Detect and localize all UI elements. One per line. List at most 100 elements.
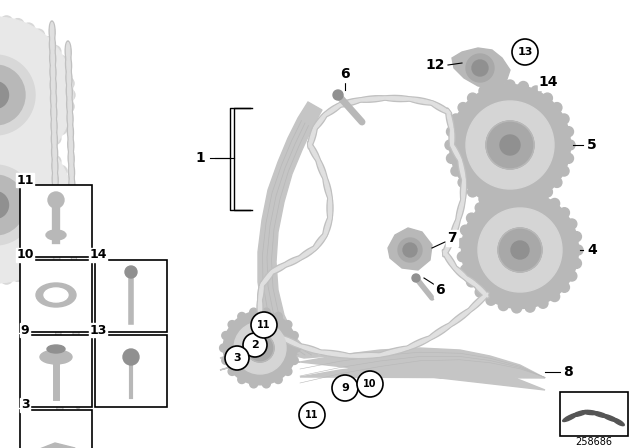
- Ellipse shape: [55, 251, 58, 269]
- Ellipse shape: [54, 276, 60, 298]
- Circle shape: [284, 367, 292, 375]
- Circle shape: [22, 133, 35, 145]
- Ellipse shape: [257, 311, 271, 332]
- Ellipse shape: [283, 257, 302, 266]
- Ellipse shape: [450, 216, 460, 242]
- Ellipse shape: [308, 124, 317, 149]
- Ellipse shape: [52, 155, 58, 177]
- Ellipse shape: [55, 303, 61, 325]
- Circle shape: [0, 55, 35, 135]
- Bar: [20, 410, 92, 448]
- Circle shape: [543, 187, 552, 197]
- Ellipse shape: [259, 313, 269, 330]
- Circle shape: [567, 219, 577, 229]
- Ellipse shape: [270, 263, 287, 273]
- Ellipse shape: [49, 34, 56, 56]
- Circle shape: [223, 311, 297, 385]
- Circle shape: [63, 199, 75, 211]
- Circle shape: [475, 203, 485, 213]
- Ellipse shape: [279, 336, 304, 348]
- Ellipse shape: [321, 102, 344, 118]
- Text: 7: 7: [447, 231, 457, 245]
- Ellipse shape: [53, 223, 60, 244]
- Ellipse shape: [74, 375, 81, 396]
- Circle shape: [228, 321, 236, 328]
- Ellipse shape: [52, 182, 58, 204]
- Circle shape: [292, 344, 300, 352]
- Ellipse shape: [69, 174, 75, 196]
- Ellipse shape: [458, 156, 466, 184]
- Circle shape: [12, 129, 24, 141]
- Ellipse shape: [72, 256, 76, 274]
- Ellipse shape: [356, 96, 389, 102]
- Ellipse shape: [456, 196, 465, 224]
- Text: 12: 12: [425, 58, 445, 72]
- Ellipse shape: [298, 345, 323, 353]
- Circle shape: [33, 259, 45, 271]
- Circle shape: [531, 86, 541, 96]
- Ellipse shape: [54, 250, 60, 271]
- Circle shape: [573, 245, 583, 255]
- Bar: [20, 335, 92, 407]
- Circle shape: [559, 208, 570, 218]
- Ellipse shape: [474, 283, 488, 297]
- Circle shape: [518, 82, 529, 91]
- Ellipse shape: [406, 97, 436, 105]
- Ellipse shape: [54, 211, 58, 229]
- Circle shape: [49, 46, 61, 57]
- Ellipse shape: [51, 63, 54, 81]
- Text: 9: 9: [20, 323, 29, 336]
- Circle shape: [42, 146, 53, 159]
- Ellipse shape: [336, 98, 364, 107]
- Circle shape: [274, 312, 282, 320]
- Ellipse shape: [67, 95, 73, 116]
- Ellipse shape: [563, 414, 577, 422]
- Ellipse shape: [74, 296, 77, 314]
- Circle shape: [49, 133, 61, 145]
- Circle shape: [55, 165, 67, 177]
- Circle shape: [123, 349, 139, 365]
- Circle shape: [492, 198, 502, 208]
- Circle shape: [55, 123, 67, 134]
- Ellipse shape: [52, 196, 59, 217]
- Circle shape: [0, 15, 1, 27]
- Ellipse shape: [338, 99, 362, 106]
- Text: 10: 10: [16, 249, 34, 262]
- Circle shape: [33, 139, 45, 151]
- Circle shape: [333, 90, 343, 100]
- Circle shape: [250, 308, 258, 316]
- Ellipse shape: [264, 325, 287, 340]
- Circle shape: [0, 273, 1, 285]
- Text: 5: 5: [587, 138, 597, 152]
- Circle shape: [451, 166, 461, 176]
- Circle shape: [0, 127, 73, 283]
- Circle shape: [461, 191, 579, 309]
- Ellipse shape: [44, 288, 68, 302]
- Bar: [20, 185, 92, 257]
- Circle shape: [0, 65, 25, 125]
- Ellipse shape: [383, 97, 412, 100]
- Ellipse shape: [54, 198, 58, 215]
- Text: 3: 3: [233, 353, 241, 363]
- Ellipse shape: [317, 351, 353, 357]
- Ellipse shape: [451, 143, 461, 162]
- Ellipse shape: [36, 283, 76, 307]
- Ellipse shape: [457, 198, 464, 222]
- Ellipse shape: [74, 323, 77, 341]
- Text: 14: 14: [89, 249, 107, 262]
- Ellipse shape: [314, 233, 326, 250]
- Text: 6: 6: [435, 283, 445, 297]
- Ellipse shape: [68, 148, 74, 169]
- Circle shape: [0, 82, 8, 108]
- Ellipse shape: [428, 100, 452, 115]
- Ellipse shape: [58, 399, 61, 418]
- Ellipse shape: [76, 376, 79, 394]
- Ellipse shape: [452, 265, 469, 281]
- Polygon shape: [388, 228, 432, 270]
- Ellipse shape: [74, 361, 80, 382]
- Ellipse shape: [442, 250, 458, 271]
- Ellipse shape: [316, 350, 354, 358]
- Circle shape: [525, 188, 535, 198]
- Circle shape: [1, 16, 13, 28]
- Ellipse shape: [449, 126, 455, 149]
